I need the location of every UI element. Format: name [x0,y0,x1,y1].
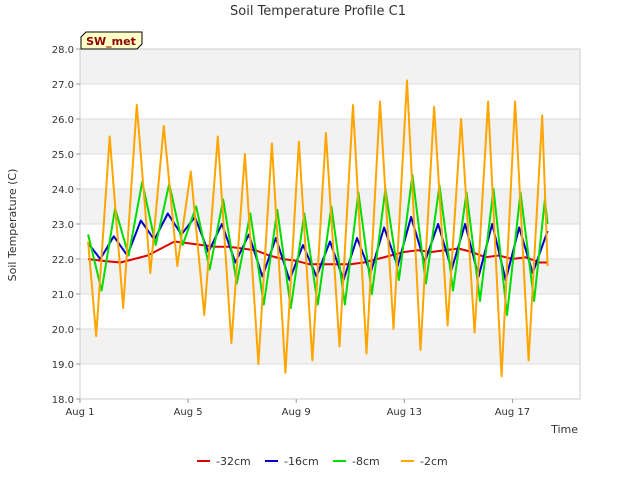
site-badge: SW_met [80,31,143,50]
x-axis-label: Time [550,423,578,436]
site-badge-label: SW_met [86,35,136,48]
legend-label: -2cm [420,455,448,468]
grid-band [80,119,580,154]
y-tick-label: 22.0 [52,255,74,266]
y-tick-label: 19.0 [52,360,74,371]
legend-label: -8cm [352,455,380,468]
x-tick-label: Aug 5 [174,407,203,418]
legend: -32cm -16cm -8cm -2cm [197,455,448,468]
x-tick-label: Aug 9 [282,407,311,418]
y-tick-label: 23.0 [52,220,74,231]
series-line-neg2cm [87,79,549,378]
x-axis-ticks: Aug 1 Aug 5 Aug 9 Aug 13 Aug 17 [65,399,530,418]
series-line-neg8cm [87,174,549,316]
x-tick-label: Aug 17 [495,407,530,418]
y-tick-label: 27.0 [52,80,74,91]
legend-label: -32cm [216,455,251,468]
x-tick-label: Aug 13 [387,407,422,418]
y-tick-label: 18.0 [52,395,74,406]
grid-band [80,49,580,84]
y-tick-label: 24.0 [52,185,74,196]
chart-title: Soil Temperature Profile C1 [230,4,406,19]
series-layer [87,79,549,378]
legend-label: -16cm [284,455,319,468]
y-tick-label: 25.0 [52,150,74,161]
y-axis-ticks: 18.0 19.0 20.0 21.0 22.0 23.0 24.0 25.0 26.0 27.0… [52,45,80,406]
y-axis-label: Soil Temperature (C) [6,169,19,282]
y-tick-label: 26.0 [52,115,74,126]
x-tick-label: Aug 1 [65,407,94,418]
site-badge-shape [80,31,143,50]
y-tick-label: 21.0 [52,290,74,301]
y-tick-label: 28.0 [52,45,74,56]
y-tick-label: 20.0 [52,325,74,336]
grid-band [80,329,580,364]
